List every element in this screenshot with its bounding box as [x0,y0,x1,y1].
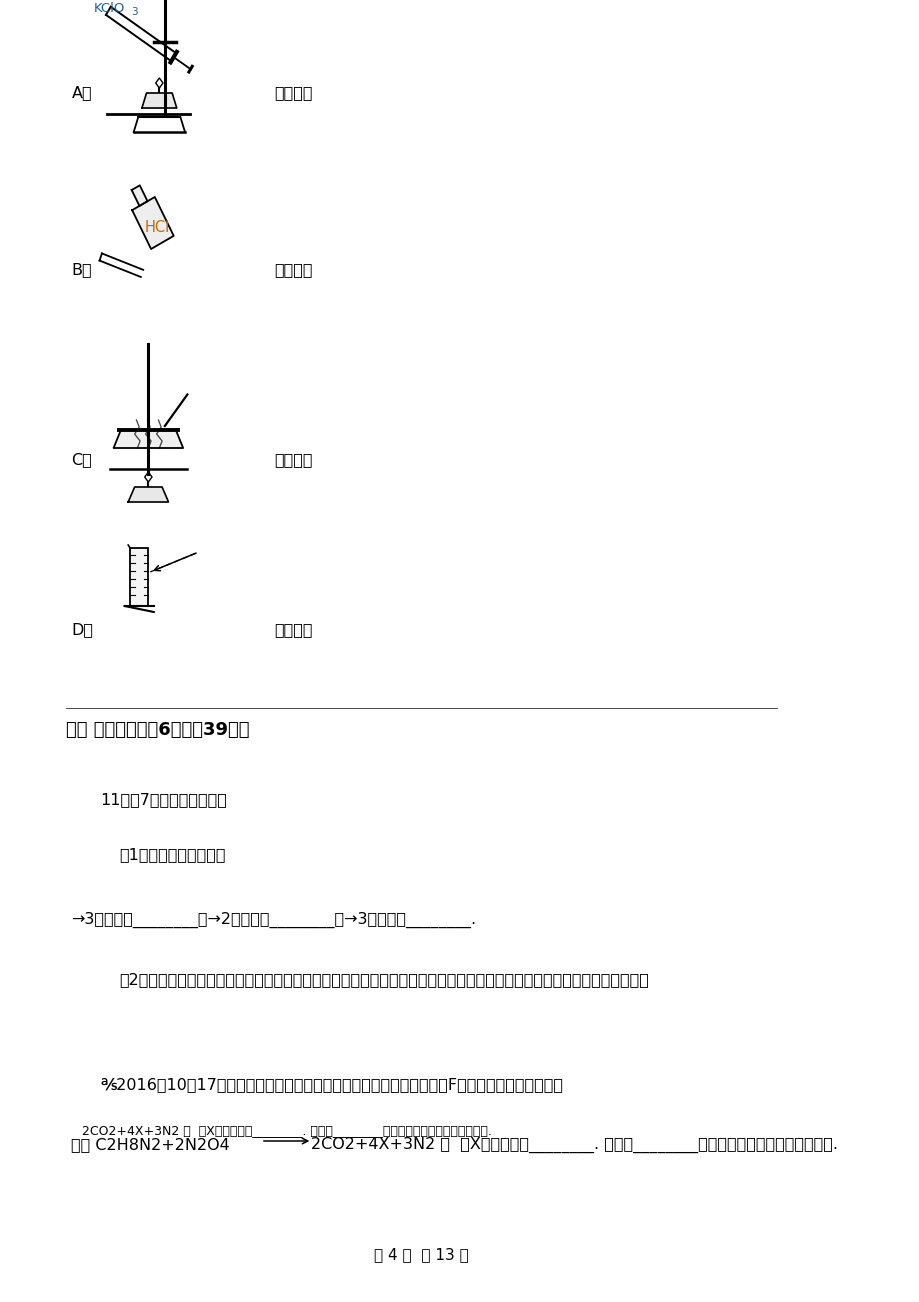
Text: 2CO2+4X+3N2 ，  则X的化学式是________. 该反应________（填「放出」或「吸收」）热量.: 2CO2+4X+3N2 ， 则X的化学式是________. 该反应______… [82,1125,491,1138]
Text: B．: B． [72,263,92,277]
Text: C．: C． [72,453,92,467]
Text: 量取液体: 量取液体 [275,622,312,638]
Text: 11．（7分）根据题意填空: 11．（7分）根据题意填空 [100,793,227,807]
Polygon shape [128,487,168,503]
Text: 3: 3 [130,7,138,17]
Text: →3个鑂原子________；→2个氮分子________；→3个镁离子________.: →3个鑂原子________；→2个氮分子________；→3个镁离子____… [72,911,476,928]
Polygon shape [131,185,147,206]
Polygon shape [113,430,183,448]
Text: 二、 填空题：（公6题；公39分）: 二、 填空题：（公6题；公39分） [66,721,249,740]
Text: 倾倒液体: 倾倒液体 [275,263,312,277]
Text: （1）用化学符号表示：: （1）用化学符号表示： [119,848,225,862]
Text: 反应 C2H8N2+2N2O4: 反应 C2H8N2+2N2O4 [72,1138,230,1152]
Text: （2）航天器的发射要依靠化学推进剂．化学推进剂在点火后发生反应，反应产生的能量形成巨大推动力，将火箭推向高空．: （2）航天器的发射要依靠化学推进剂．化学推进剂在点火后发生反应，反应产生的能量形… [119,973,648,987]
Text: HCl: HCl [144,220,170,234]
Polygon shape [132,197,174,249]
Text: A．: A． [72,86,92,100]
Text: KClO: KClO [94,3,125,16]
Text: D．: D． [72,622,94,638]
Text: 制取氧气: 制取氧气 [275,86,312,100]
Polygon shape [142,92,176,108]
Text: 第 4 页  公 13 页: 第 4 页 公 13 页 [373,1247,468,1263]
Text: 2CO2+4X+3N2 ，  则X的化学式是________. 该反应________（填「放出」或「吸收」）热量.: 2CO2+4X+3N2 ， 则X的化学式是________. 该反应______… [311,1137,837,1154]
FancyBboxPatch shape [130,548,148,605]
Text: 蝉发浓缩: 蝉发浓缩 [275,453,312,467]
Text: ℁2016年10月17日，我国神州十一号飞船发射成功．运送飞船的长征二F型火箭使用的推进剂发生: ℁2016年10月17日，我国神州十一号飞船发射成功．运送飞船的长征二F型火箭使… [100,1078,563,1092]
